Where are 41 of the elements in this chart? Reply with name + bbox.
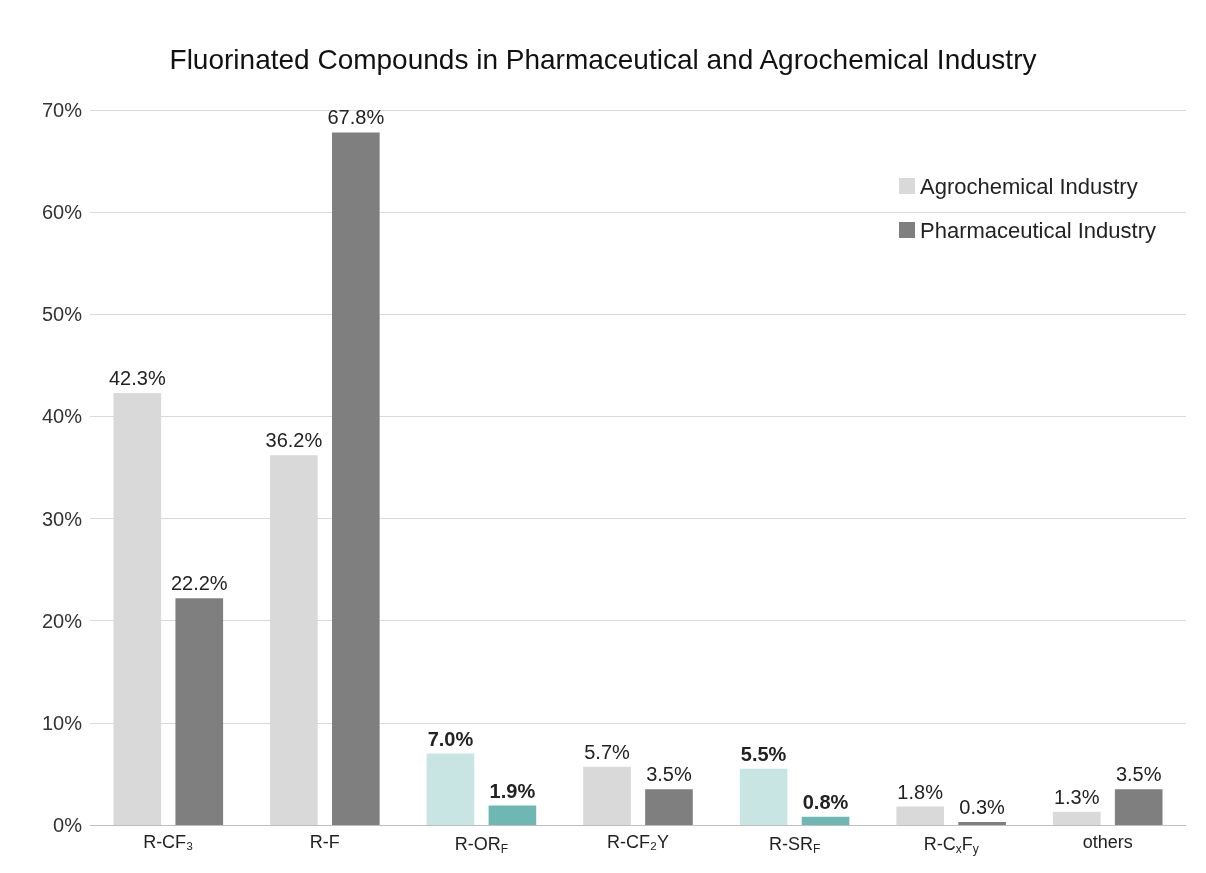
chart-title: Fluorinated Compounds in Pharmaceutical and Agrochemical Industry — [169, 43, 1037, 75]
y-tick-label: 10% — [41, 711, 83, 734]
legend-label: Agrochemical Industry — [920, 173, 1138, 199]
y-tick-label: 0% — [53, 814, 83, 836]
x-tick-label: R-F — [309, 832, 340, 852]
data-label: 0.3% — [959, 795, 1006, 818]
data-label: 42.3% — [108, 366, 166, 389]
x-tick-label: R-CF₃ — [143, 832, 194, 852]
y-tick-label: 20% — [41, 609, 83, 632]
bar — [332, 132, 380, 825]
y-tick-label: 30% — [41, 507, 83, 530]
bar — [739, 768, 788, 825]
data-label: 5.5% — [740, 742, 787, 765]
y-tick-label: 60% — [41, 201, 83, 224]
data-label: 3.5% — [646, 763, 692, 786]
x-tick-label: R-CF₂Y — [607, 832, 669, 852]
data-label: 7.0% — [427, 727, 474, 750]
data-label: 67.8% — [327, 106, 385, 129]
data-label: 5.7% — [584, 740, 631, 763]
y-tick-label: 40% — [41, 405, 83, 428]
bar — [175, 598, 224, 825]
data-label: 36.2% — [265, 429, 323, 452]
bar — [488, 805, 537, 825]
y-tick-label: 50% — [41, 303, 83, 326]
x-tick-label: others — [1082, 832, 1133, 852]
bar — [583, 766, 631, 825]
bar — [958, 821, 1006, 825]
y-tick-label: 70% — [41, 99, 83, 121]
bar — [1114, 789, 1163, 825]
data-label: 3.5% — [1115, 763, 1162, 786]
data-label: 1.9% — [489, 779, 536, 802]
data-label: 1.3% — [1053, 785, 1100, 808]
bar — [1052, 811, 1101, 825]
data-label: 0.8% — [802, 790, 849, 813]
data-label: 1.8% — [897, 780, 944, 803]
legend-label: Pharmaceutical Industry — [920, 217, 1156, 243]
bar — [645, 789, 693, 825]
bar — [801, 816, 850, 825]
data-label: 22.2% — [170, 572, 228, 595]
bar — [896, 806, 944, 825]
bar — [426, 753, 475, 825]
